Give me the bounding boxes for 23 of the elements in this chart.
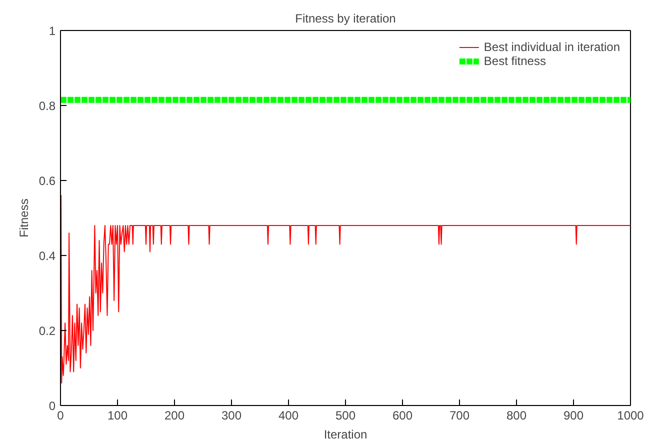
y-tick-label: 1 (48, 24, 56, 38)
y-tick-label: 0.6 (38, 174, 56, 188)
y-tick-label: 0 (48, 399, 56, 413)
x-tick-label: 500 (335, 408, 356, 422)
x-tick-label: 100 (107, 408, 128, 422)
x-tick-label: 700 (449, 408, 470, 422)
x-tick-label: 600 (392, 408, 413, 422)
x-tick-label: 300 (221, 408, 242, 422)
x-tick-label: 0 (57, 408, 64, 422)
x-tick-label: 200 (164, 408, 185, 422)
y-tick-label: 0.2 (38, 324, 56, 338)
y-tick-label: 0.4 (38, 249, 56, 263)
x-tick-label: 1000 (617, 408, 644, 422)
x-tick-label: 400 (278, 408, 299, 422)
x-axis-title: Iteration (324, 428, 368, 442)
y-axis-title: Fitness (16, 198, 31, 238)
chart-title: Fitness by iteration (295, 12, 396, 26)
y-tick-label: 0.8 (38, 99, 56, 113)
legend-label: Best individual in iteration (484, 40, 620, 54)
legend-label: Best fitness (484, 54, 546, 68)
x-tick-label: 900 (563, 408, 584, 422)
x-tick-label: 800 (506, 408, 527, 422)
line-series (60, 195, 630, 384)
